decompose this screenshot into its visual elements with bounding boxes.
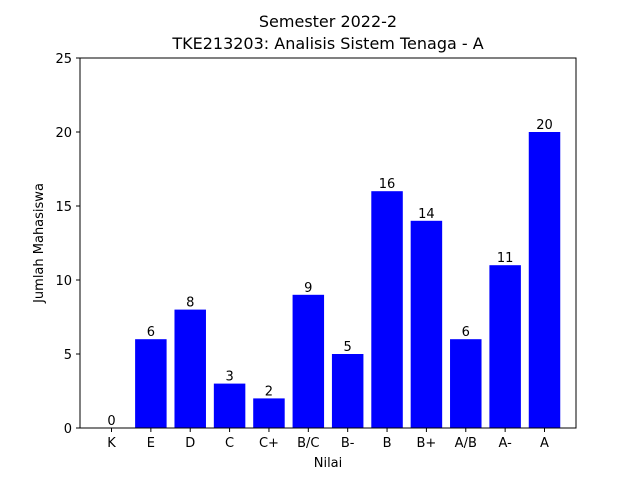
bar-value-label: 3 bbox=[225, 370, 233, 385]
bar-A- bbox=[489, 265, 521, 428]
bar-value-label: 8 bbox=[186, 296, 194, 311]
bar-B- bbox=[331, 354, 364, 428]
x-tick-label: B+ bbox=[417, 436, 437, 451]
bar-value-label: 2 bbox=[265, 384, 273, 399]
bar-C bbox=[213, 383, 246, 428]
x-axis-label: Nilai bbox=[314, 456, 343, 471]
x-tick-label: B bbox=[383, 436, 392, 451]
bar-E bbox=[135, 339, 167, 428]
bar-A/B bbox=[450, 339, 482, 428]
y-axis-label: Jumlah Mahasiswa bbox=[32, 183, 47, 304]
chart-subtitle: TKE213203: Analisis Sistem Tenaga - A bbox=[171, 34, 483, 53]
y-tick-label: 5 bbox=[64, 348, 72, 363]
x-tick-label: A bbox=[540, 436, 549, 451]
bar-value-label: 9 bbox=[304, 281, 312, 296]
bar-value-label: 16 bbox=[379, 177, 396, 192]
bar-value-label: 11 bbox=[497, 251, 514, 266]
chart-title: Semester 2022-2 bbox=[259, 12, 397, 31]
bar-value-label: 5 bbox=[344, 340, 352, 355]
bar-D bbox=[174, 309, 206, 428]
bar-B/C bbox=[292, 294, 325, 428]
y-tick-label: 25 bbox=[55, 52, 72, 67]
bar-B+ bbox=[410, 220, 443, 428]
plot-area-frame bbox=[79, 57, 577, 429]
x-tick-label: B- bbox=[341, 436, 355, 451]
x-tick-label: B/C bbox=[297, 436, 319, 451]
value-labels-layer: 0 6 8 3 2 9 5 16 14 6 11 20 bbox=[107, 118, 552, 429]
x-tick-label: C+ bbox=[259, 436, 279, 451]
bar-value-label: 20 bbox=[536, 118, 553, 133]
y-tick-label: 10 bbox=[55, 274, 72, 289]
bars-layer bbox=[135, 132, 561, 428]
x-tick-label: A- bbox=[498, 436, 512, 451]
x-tick-label: C bbox=[225, 436, 234, 451]
y-tick-label: 15 bbox=[55, 200, 72, 215]
y-axis-ticks: 0 5 10 15 20 25 bbox=[55, 52, 80, 437]
bar-B bbox=[371, 191, 403, 428]
y-tick-label: 0 bbox=[64, 422, 72, 437]
bar-value-label: 0 bbox=[107, 414, 115, 429]
x-tick-label: D bbox=[185, 436, 195, 451]
bar-C+ bbox=[253, 398, 285, 428]
bar-value-label: 14 bbox=[418, 207, 435, 222]
x-tick-label: E bbox=[147, 436, 155, 451]
bar-value-label: 6 bbox=[462, 325, 470, 340]
x-axis-ticks: K E D C C+ B/C B- B B+ A/B A- A bbox=[107, 428, 549, 451]
x-tick-label: A/B bbox=[455, 436, 477, 451]
bar-A bbox=[528, 132, 561, 428]
y-tick-label: 20 bbox=[55, 126, 72, 141]
x-tick-label: K bbox=[107, 436, 116, 451]
bar-value-label: 6 bbox=[147, 325, 155, 340]
